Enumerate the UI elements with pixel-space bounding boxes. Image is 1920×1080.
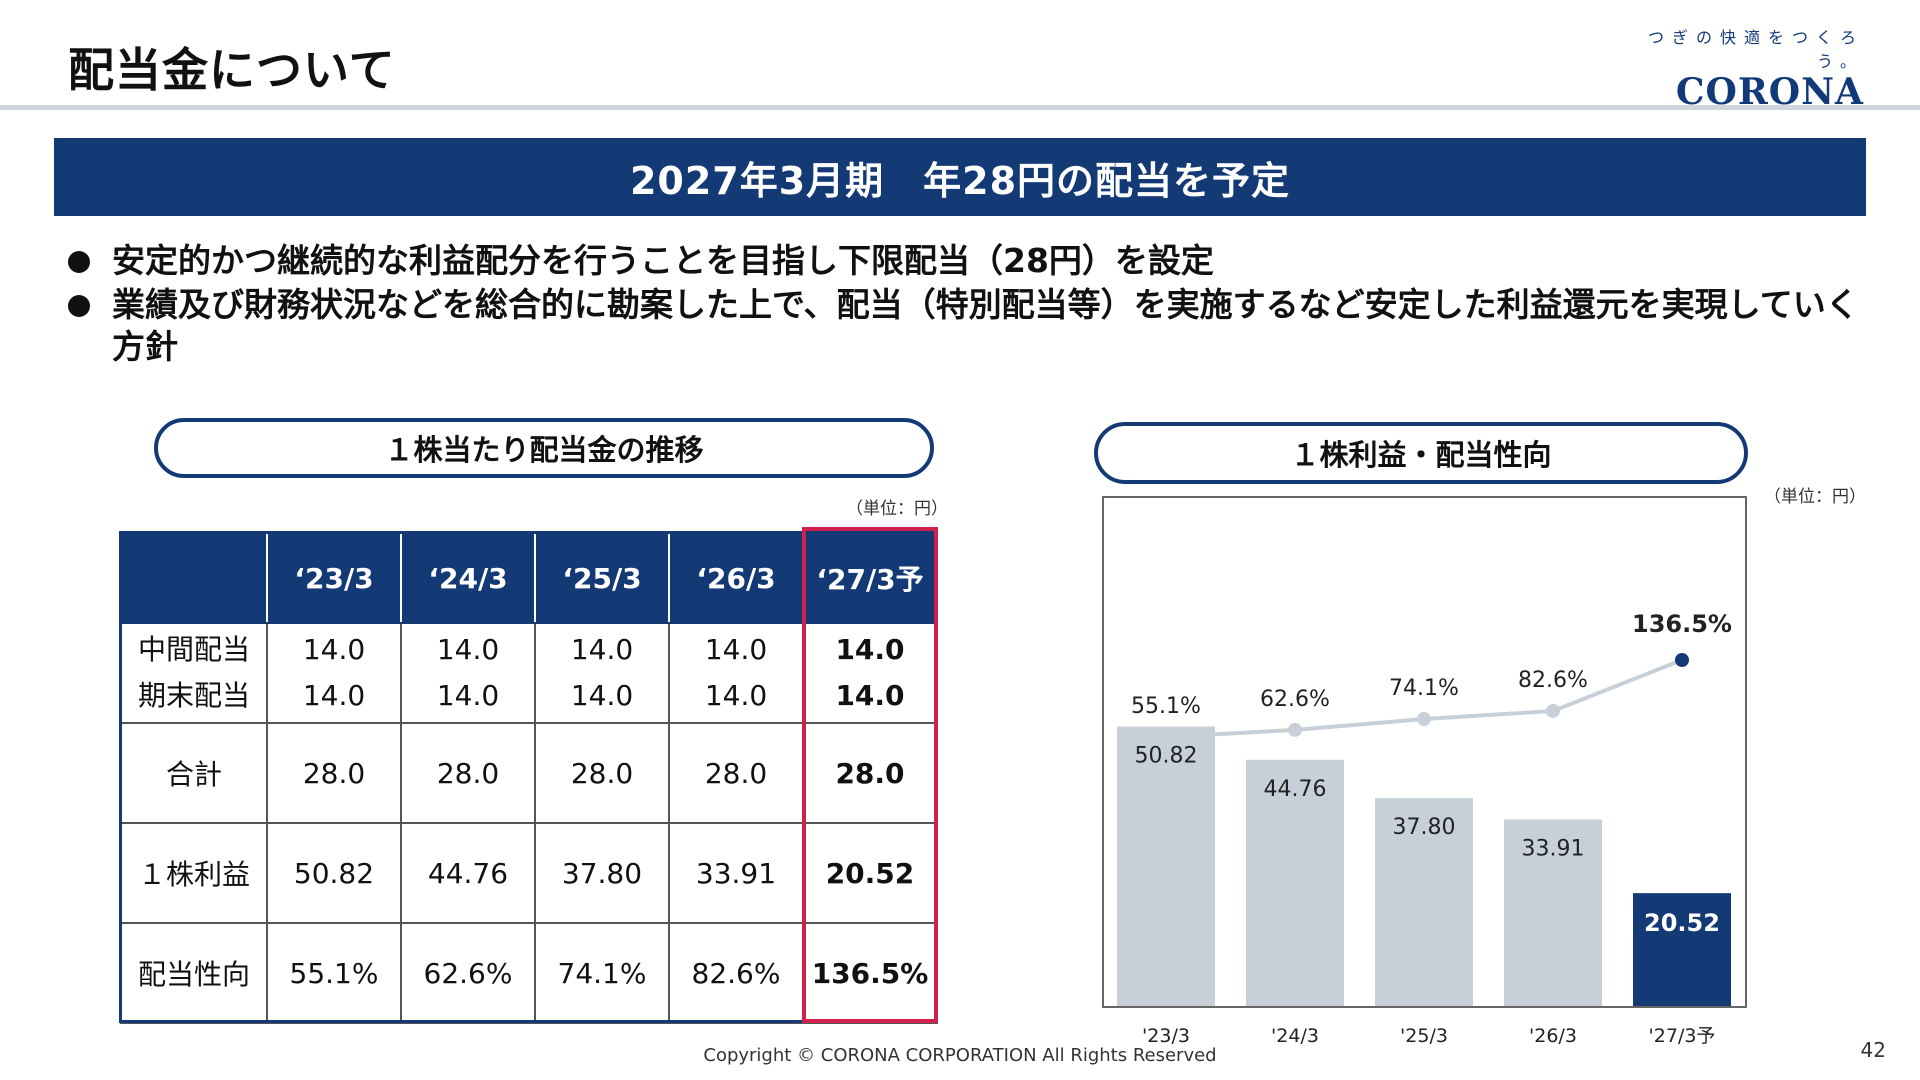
table-row: 配当性向 55.1% 62.6% 74.1% 82.6% 136.5% [120,922,938,1024]
logo-tagline: つぎの快適をつくろう。 [1647,28,1864,71]
table-row: 合計 28.0 28.0 28.0 28.0 28.0 [120,722,938,824]
payout-line-segment [1552,658,1683,713]
table-header-row: ‘23/3 ‘24/3 ‘25/3 ‘26/3 ‘27/3予 [120,532,938,624]
payout-line-segment [1165,727,1296,739]
bar-value-label: 50.82 [1135,743,1198,768]
table-cell: 14.0 14.0 [266,622,402,724]
page-title: 配当金について [68,43,396,97]
dividend-banner: 2027年3月期 年28円の配当を予定 [54,138,1866,216]
x-tick-label: '25/3 [1400,1025,1448,1047]
table-cell: 20.52 [802,822,938,924]
bullet-item: 安定的かつ継続的な利益配分を行うことを目指し下限配当（28円）を設定 [68,240,1868,282]
column-header: ‘27/3予 [802,532,938,624]
eps-bar [1504,819,1602,1006]
row-label: 中間配当 期末配当 [120,622,268,724]
bar-value-label: 33.91 [1522,836,1585,861]
payout-line-segment [1423,708,1554,722]
table-row: １株利益 50.82 44.76 37.80 33.91 20.52 [120,822,938,924]
payout-point [1546,703,1560,718]
payout-value-label: 55.1% [1131,694,1201,719]
table-cell: 14.0 14.0 [400,622,536,724]
column-header: ‘23/3 [266,532,402,624]
payout-point [1417,712,1431,727]
row-label: 合計 [120,722,268,824]
payout-point [1675,653,1689,667]
chart-unit-label: （単位：円） [1764,487,1866,507]
policy-bullets: 安定的かつ継続的な利益配分を行うことを目指し下限配当（28円）を設定 業績及び財… [68,240,1868,370]
table-cell: 82.6% [668,922,804,1024]
x-tick-label: '23/3 [1142,1025,1190,1047]
table-corner-cell [120,532,268,624]
eps-bar [1246,759,1344,1006]
payout-line-segment [1294,717,1425,732]
row-label: １株利益 [120,822,268,924]
table-cell: 28.0 [668,722,804,824]
table-cell: 28.0 [266,722,402,824]
payout-value-label: 62.6% [1260,687,1330,712]
page-number: 42 [1860,1038,1886,1062]
table-cell: 14.0 14.0 [668,622,804,724]
table-cell: 136.5% [802,922,938,1024]
bullet-item: 業績及び財務状況などを総合的に勘案した上で、配当（特別配当等）を実施するなど安定… [68,284,1868,368]
bar-value-label: 44.76 [1264,777,1327,802]
table-section-title: １株当たり配当金の推移 [154,418,934,478]
table-cell: 37.80 [534,822,670,924]
bullet-dot-icon [68,251,90,273]
eps-payout-chart: 50.82 '23/3 44.76 '24/3 37.80 '25/3 33.91 '26/3… [1117,610,1732,1047]
table-unit-label: （単位：円） [846,499,948,519]
table-cell: 50.82 [266,822,402,924]
table-cell: 28.0 [534,722,670,824]
x-tick-label: '27/3予 [1649,1025,1716,1047]
header-divider [0,105,1920,110]
dividend-table: ‘23/3 ‘24/3 ‘25/3 ‘26/3 ‘27/3予 中間配当 期末配当 … [120,532,938,1024]
row-label: 配当性向 [120,922,268,1024]
eps-bar [1117,726,1215,1006]
corona-logo: つぎの快適をつくろう。 CORONA [1604,24,1864,112]
table-cell: 44.76 [400,822,536,924]
table-row: 中間配当 期末配当 14.0 14.0 14.0 14.0 14.0 14.0 14.0… [120,622,938,724]
table-cell: 14.0 14.0 [534,622,670,724]
eps-bar [1633,893,1731,1006]
bar-value-label: 37.80 [1393,815,1456,840]
payout-point [1288,722,1302,737]
table-cell: 74.1% [534,922,670,1024]
bar-value-label: 20.52 [1644,909,1720,937]
x-tick-label: '24/3 [1271,1025,1319,1047]
chart-section-title: １株利益・配当性向 [1094,422,1748,484]
table-cell: 33.91 [668,822,804,924]
column-header: ‘25/3 [534,532,670,624]
payout-value-label: 82.6% [1518,668,1588,693]
table-cell: 28.0 [400,722,536,824]
copyright-text: Copyright © CORONA CORPORATION All Right… [703,1045,1217,1066]
table-cell: 55.1% [266,922,402,1024]
payout-point [1159,730,1173,744]
column-header: ‘26/3 [668,532,804,624]
column-header: ‘24/3 [400,532,536,624]
table-cell: 28.0 [802,722,938,824]
table-cell: 62.6% [400,922,536,1024]
payout-value-label: 74.1% [1389,676,1459,701]
x-tick-label: '26/3 [1529,1025,1577,1047]
bullet-dot-icon [68,295,90,317]
table-cell: 14.0 14.0 [802,622,938,724]
payout-value-label: 136.5% [1632,610,1732,638]
eps-bar [1375,798,1473,1006]
